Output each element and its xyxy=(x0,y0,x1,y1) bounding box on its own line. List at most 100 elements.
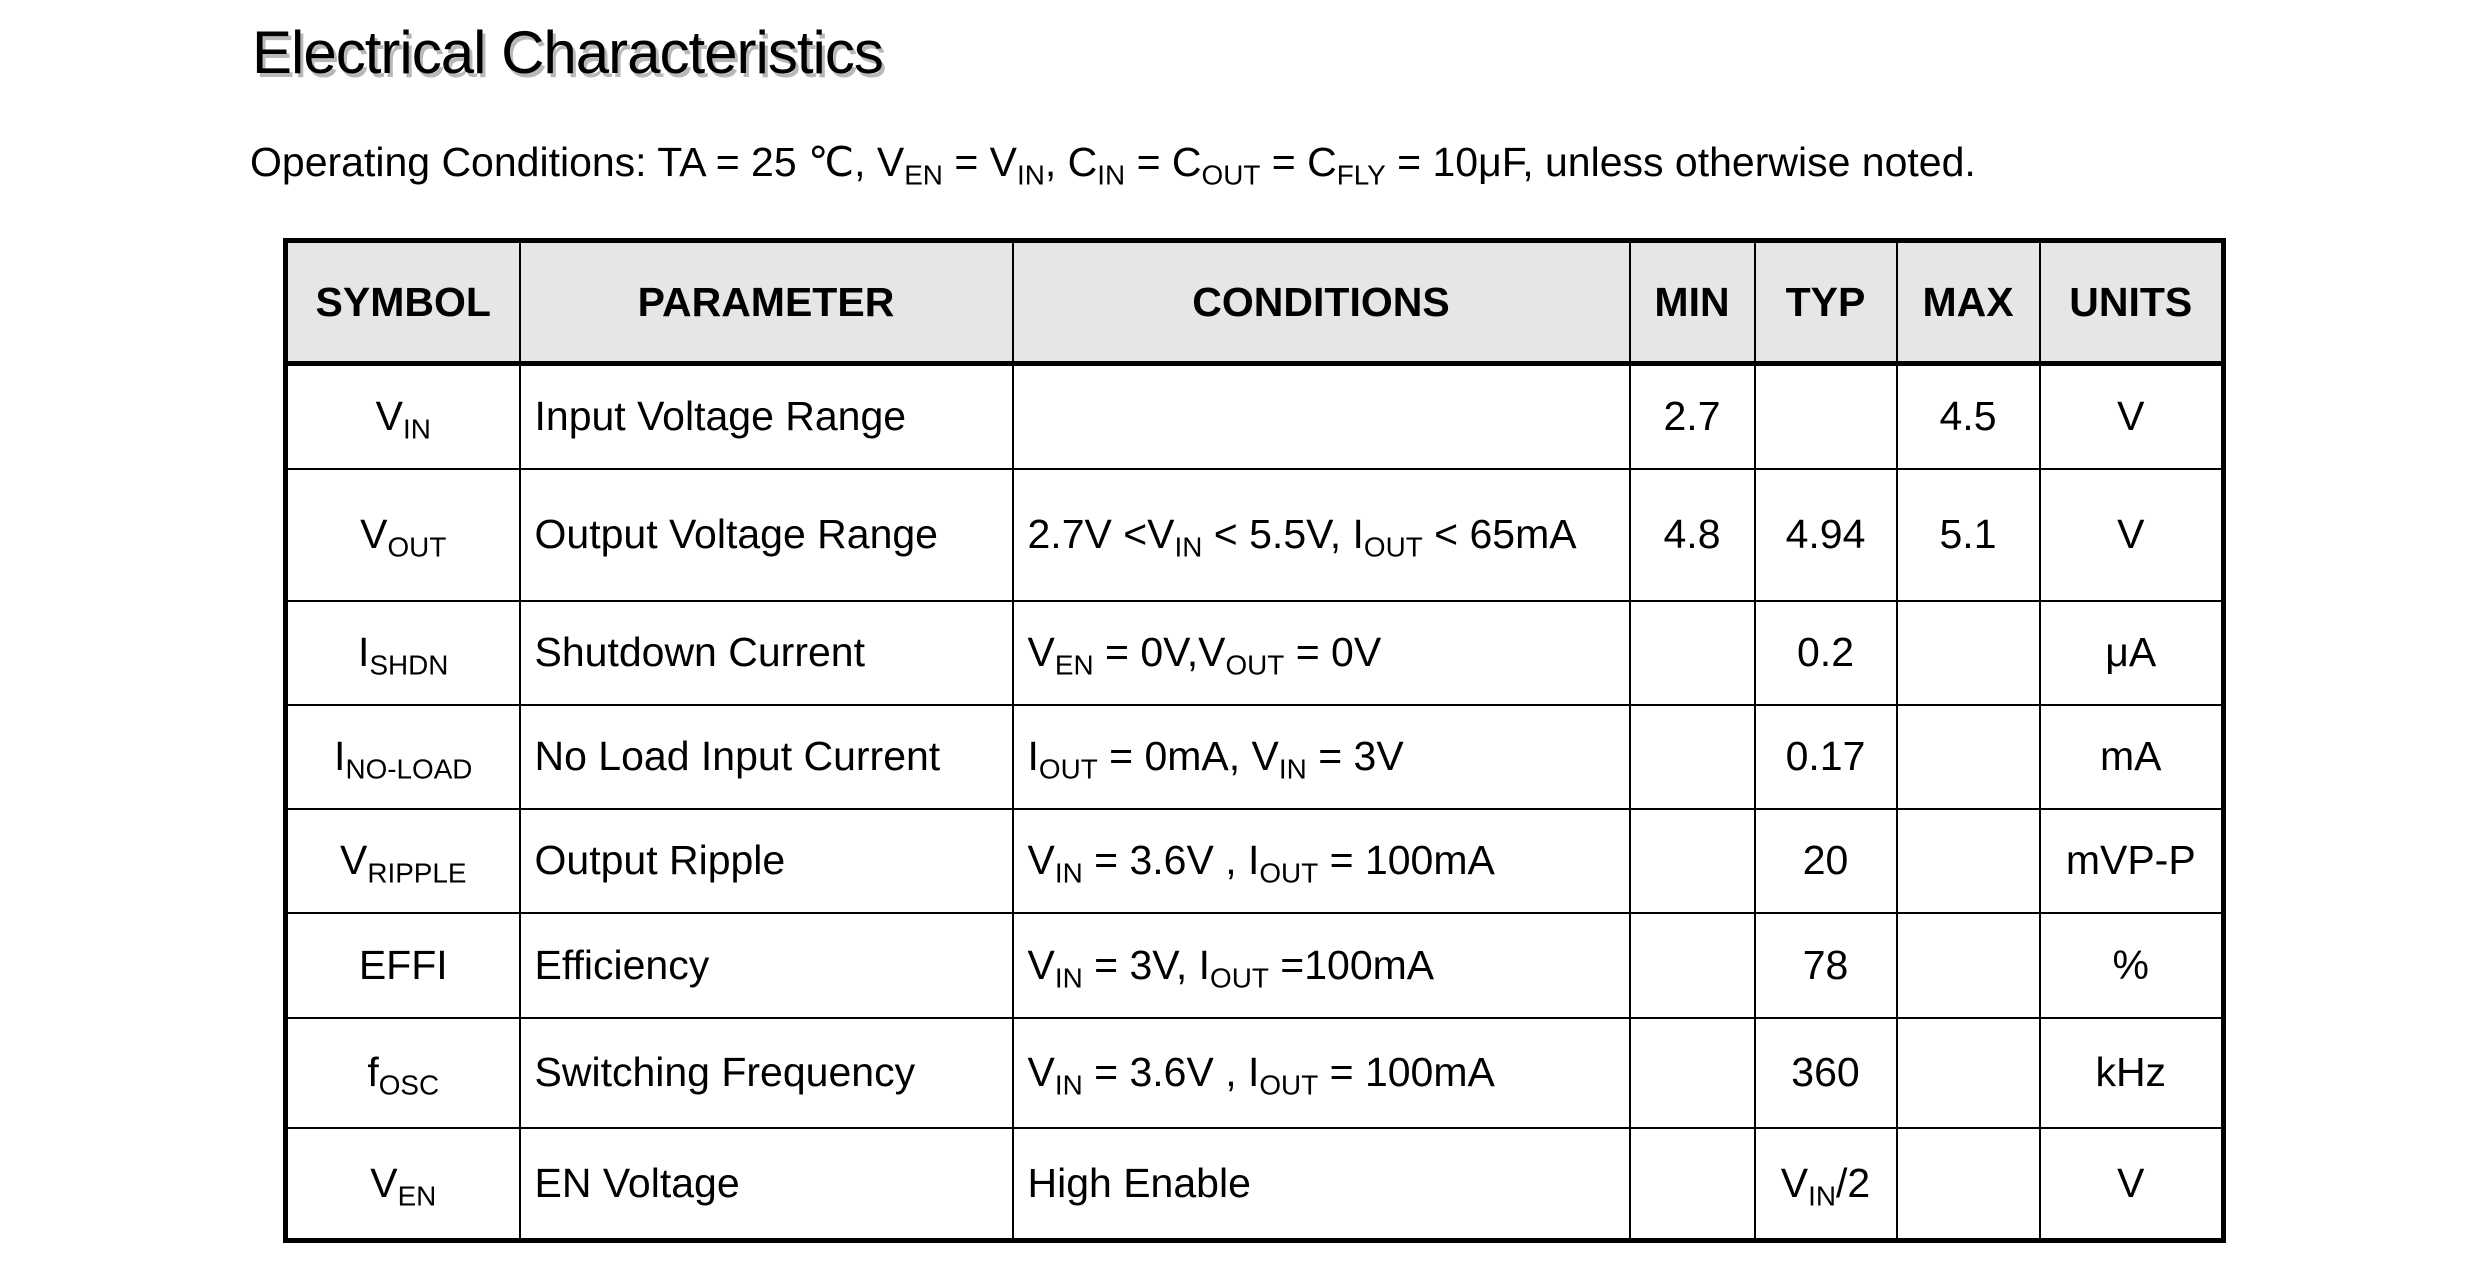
parameter-cell: Switching Frequency xyxy=(518,1016,1014,1129)
subscript: OUT xyxy=(1210,961,1269,993)
text-segment: = 0V,V xyxy=(1093,629,1226,675)
header-max: MAX xyxy=(1895,239,2041,366)
units-cell: mVP-P xyxy=(2038,807,2225,914)
header-parameter: PARAMETER xyxy=(518,239,1014,366)
text-segment: < 65mA xyxy=(1422,510,1577,557)
page-title: Electrical Characteristics xyxy=(252,19,884,86)
units-cell: kHz xyxy=(2038,1016,2225,1129)
subscript: RIPPLE xyxy=(367,857,467,889)
text-segment: = V xyxy=(942,139,1018,185)
subscript: IN xyxy=(1174,531,1203,563)
symbol-cell: VRIPPLE xyxy=(284,807,521,914)
conditions-cell: 2.7V <VIN < 5.5V, IOUT < 65mA xyxy=(1011,467,1631,602)
text-segment: f xyxy=(367,1049,379,1095)
min-cell xyxy=(1628,1016,1756,1129)
max-cell xyxy=(1895,1016,2041,1129)
text-segment: V xyxy=(375,393,403,440)
text-segment: = 3.6V , I xyxy=(1082,837,1260,883)
subscript: OUT xyxy=(387,531,447,563)
text-segment: 20 xyxy=(1802,837,1849,883)
min-cell xyxy=(1628,911,1756,1019)
min-cell xyxy=(1628,1126,1756,1242)
symbol-cell: EFFI xyxy=(284,911,521,1019)
symbol-cell: fOSC xyxy=(284,1016,521,1129)
typ-cell: VIN/2 xyxy=(1753,1126,1898,1242)
symbol-cell: VIN xyxy=(284,362,521,470)
subscript: OUT xyxy=(1363,531,1423,563)
subscript: NO-LOAD xyxy=(345,753,473,785)
text-segment: /2 xyxy=(1836,1159,1871,1206)
units-cell: V xyxy=(2038,467,2225,602)
text-segment: V xyxy=(1027,941,1055,988)
subscript: OUT xyxy=(1225,649,1285,681)
text-segment: V xyxy=(1027,837,1055,883)
min-cell xyxy=(1628,807,1756,914)
text-segment: V xyxy=(1027,1049,1055,1095)
max-cell xyxy=(1895,911,2041,1019)
text-segment: V xyxy=(360,511,388,557)
typ-cell: 4.94 xyxy=(1753,467,1898,602)
header-row: SYMBOL PARAMETER CONDITIONS MIN TYP MAX … xyxy=(284,239,2225,366)
subscript: IN xyxy=(402,413,431,445)
table-row: VRIPPLE Output Ripple VIN = 3.6V , IOUT = … xyxy=(284,807,2225,914)
subscript: OUT xyxy=(1259,1069,1319,1101)
text-segment: V xyxy=(339,837,368,883)
conditions-cell: High Enable xyxy=(1011,1126,1631,1242)
parameter-cell: Efficiency xyxy=(518,911,1014,1019)
parameter-cell: Output Ripple xyxy=(518,807,1014,914)
typ-cell xyxy=(1753,362,1898,470)
subscript: OUT xyxy=(1259,857,1319,889)
symbol-cell: VOUT xyxy=(284,467,521,602)
text-segment: I xyxy=(358,629,370,675)
max-cell xyxy=(1895,599,2041,706)
subscript: SHDN xyxy=(369,649,449,681)
text-segment: 0.2 xyxy=(1797,629,1854,675)
max-cell: 5.1 xyxy=(1895,467,2041,602)
text-segment: 2.7V <V xyxy=(1027,510,1175,557)
typ-cell: 78 xyxy=(1753,911,1898,1019)
subscript: IN xyxy=(1017,159,1045,191)
text-segment: = 100mA xyxy=(1318,837,1495,883)
table-row: fOSC Switching Frequency VIN = 3.6V , IOUT… xyxy=(284,1016,2225,1129)
units-cell: mA xyxy=(2038,703,2225,810)
subscript: EN xyxy=(397,1180,437,1212)
text-segment: = 3V xyxy=(1306,733,1404,779)
typ-cell: 20 xyxy=(1753,807,1898,914)
table-row: VIN Input Voltage Range 2.7 4.5 V xyxy=(284,362,2225,470)
text-segment: I xyxy=(1027,733,1039,779)
max-cell xyxy=(1895,807,2041,914)
table-row: EFFI Efficiency VIN = 3V, IOUT =100mA 78% xyxy=(284,911,2225,1019)
text-segment: V xyxy=(1780,1159,1809,1206)
min-cell: 2.7 xyxy=(1628,362,1756,470)
symbol-cell: ISHDN xyxy=(284,599,521,706)
conditions-cell: IOUT = 0mA, VIN = 3V xyxy=(1011,703,1631,810)
conditions-cell: VIN = 3.6V , IOUT = 100mA xyxy=(1011,1016,1631,1129)
units-cell: V xyxy=(2038,362,2225,470)
subscript: IN xyxy=(1054,961,1083,993)
typ-cell: 0.2 xyxy=(1753,599,1898,706)
parameter-cell: Output Voltage Range xyxy=(518,467,1014,602)
subscript: OUT xyxy=(1038,753,1098,785)
text-segment: EFFI xyxy=(358,941,448,988)
subscript: EN xyxy=(1054,649,1094,681)
text-segment: =100mA xyxy=(1268,941,1435,988)
symbol-cell: VEN xyxy=(284,1126,521,1242)
subscript: OUT xyxy=(1201,159,1261,191)
max-cell xyxy=(1895,703,2041,810)
units-cell: V xyxy=(2038,1126,2225,1242)
text-segment: = 3V, I xyxy=(1082,941,1211,988)
text-segment: High Enable xyxy=(1027,1159,1251,1206)
parameter-cell: Shutdown Current xyxy=(518,599,1014,706)
header-typ: TYP xyxy=(1753,239,1898,366)
conditions-cell xyxy=(1011,362,1631,470)
text-segment: = 10μF, unless otherwise noted. xyxy=(1385,139,1976,185)
text-segment: = C xyxy=(1260,139,1337,185)
conditions-cell: VIN = 3V, IOUT =100mA xyxy=(1011,911,1631,1019)
text-segment: = 0V xyxy=(1284,629,1382,675)
text-segment: < 5.5V, I xyxy=(1202,510,1364,557)
max-cell xyxy=(1895,1126,2041,1242)
table-row: ISHDN Shutdown Current VEN = 0V,VOUT = 0V 0… xyxy=(284,599,2225,706)
table-row: INO-LOAD No Load Input Current IOUT = 0mA,… xyxy=(284,703,2225,810)
header-symbol: SYMBOL xyxy=(284,239,521,366)
operating-conditions: Operating Conditions: TA = 25 ℃, VEN = V… xyxy=(250,138,1976,189)
